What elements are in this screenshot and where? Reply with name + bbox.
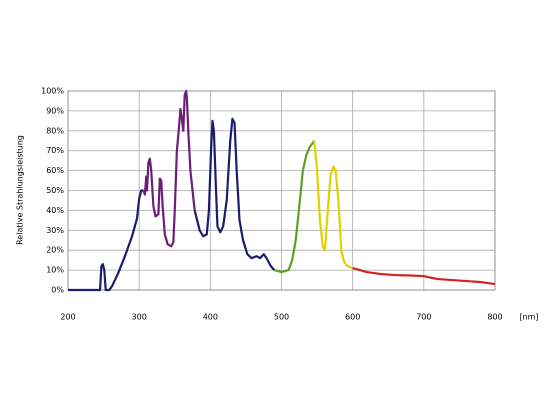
y-tick-label: 100%: [41, 87, 64, 96]
x-tick-label: 600: [345, 313, 360, 322]
x-tick-label: 800: [487, 313, 502, 322]
y-tick-label: 0%: [51, 286, 64, 295]
y-axis-label: Relative Strahlungsleistung: [16, 135, 25, 245]
y-tick-label: 40%: [46, 206, 64, 215]
y-tick-label: 20%: [46, 246, 64, 255]
x-tick-label: 700: [416, 313, 431, 322]
spectrum-line: [274, 140, 316, 274]
x-unit-label: [nm]: [519, 313, 538, 322]
y-tick-label: 90%: [46, 106, 64, 115]
x-tick-label: 300: [132, 313, 147, 322]
y-tick-label: 70%: [46, 146, 64, 155]
x-tick-label: 200: [60, 313, 75, 322]
y-tick-label: 60%: [46, 166, 64, 175]
y-tick-label: 80%: [46, 126, 64, 135]
plot-frame: [67, 90, 496, 291]
spectrum-line: [313, 140, 354, 270]
x-tick-label: 400: [203, 313, 218, 322]
y-tick-label: 10%: [46, 266, 64, 275]
spectrum-line: [193, 117, 276, 271]
y-tick-label: 30%: [46, 226, 64, 235]
spectrum-line: [352, 267, 496, 286]
spectrum-line: [142, 89, 196, 248]
y-tick-label: 50%: [46, 186, 64, 195]
x-tick-label: 500: [274, 313, 289, 322]
spectrum-line: [68, 189, 144, 292]
